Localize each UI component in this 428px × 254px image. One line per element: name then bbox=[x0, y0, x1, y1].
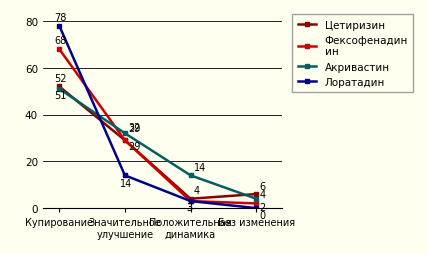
Text: 51: 51 bbox=[55, 91, 67, 101]
Text: 32: 32 bbox=[128, 123, 140, 133]
Text: 3: 3 bbox=[186, 202, 192, 212]
Text: 0: 0 bbox=[259, 210, 266, 220]
Text: 29: 29 bbox=[128, 141, 140, 151]
Text: 68: 68 bbox=[55, 36, 67, 46]
Text: 78: 78 bbox=[55, 13, 67, 23]
Text: 6: 6 bbox=[259, 181, 266, 191]
Text: 4: 4 bbox=[259, 189, 266, 199]
Text: 2: 2 bbox=[259, 202, 266, 212]
Text: 4: 4 bbox=[194, 185, 200, 196]
Text: 14: 14 bbox=[120, 179, 133, 188]
Text: 29: 29 bbox=[128, 124, 140, 134]
Text: 14: 14 bbox=[194, 162, 206, 172]
Legend: Цетиризин, Фексофенадин
ин, Акривастин, Лоратадин: Цетиризин, Фексофенадин ин, Акривастин, … bbox=[292, 15, 413, 93]
Text: 3: 3 bbox=[186, 202, 192, 212]
Text: 52: 52 bbox=[55, 74, 67, 84]
